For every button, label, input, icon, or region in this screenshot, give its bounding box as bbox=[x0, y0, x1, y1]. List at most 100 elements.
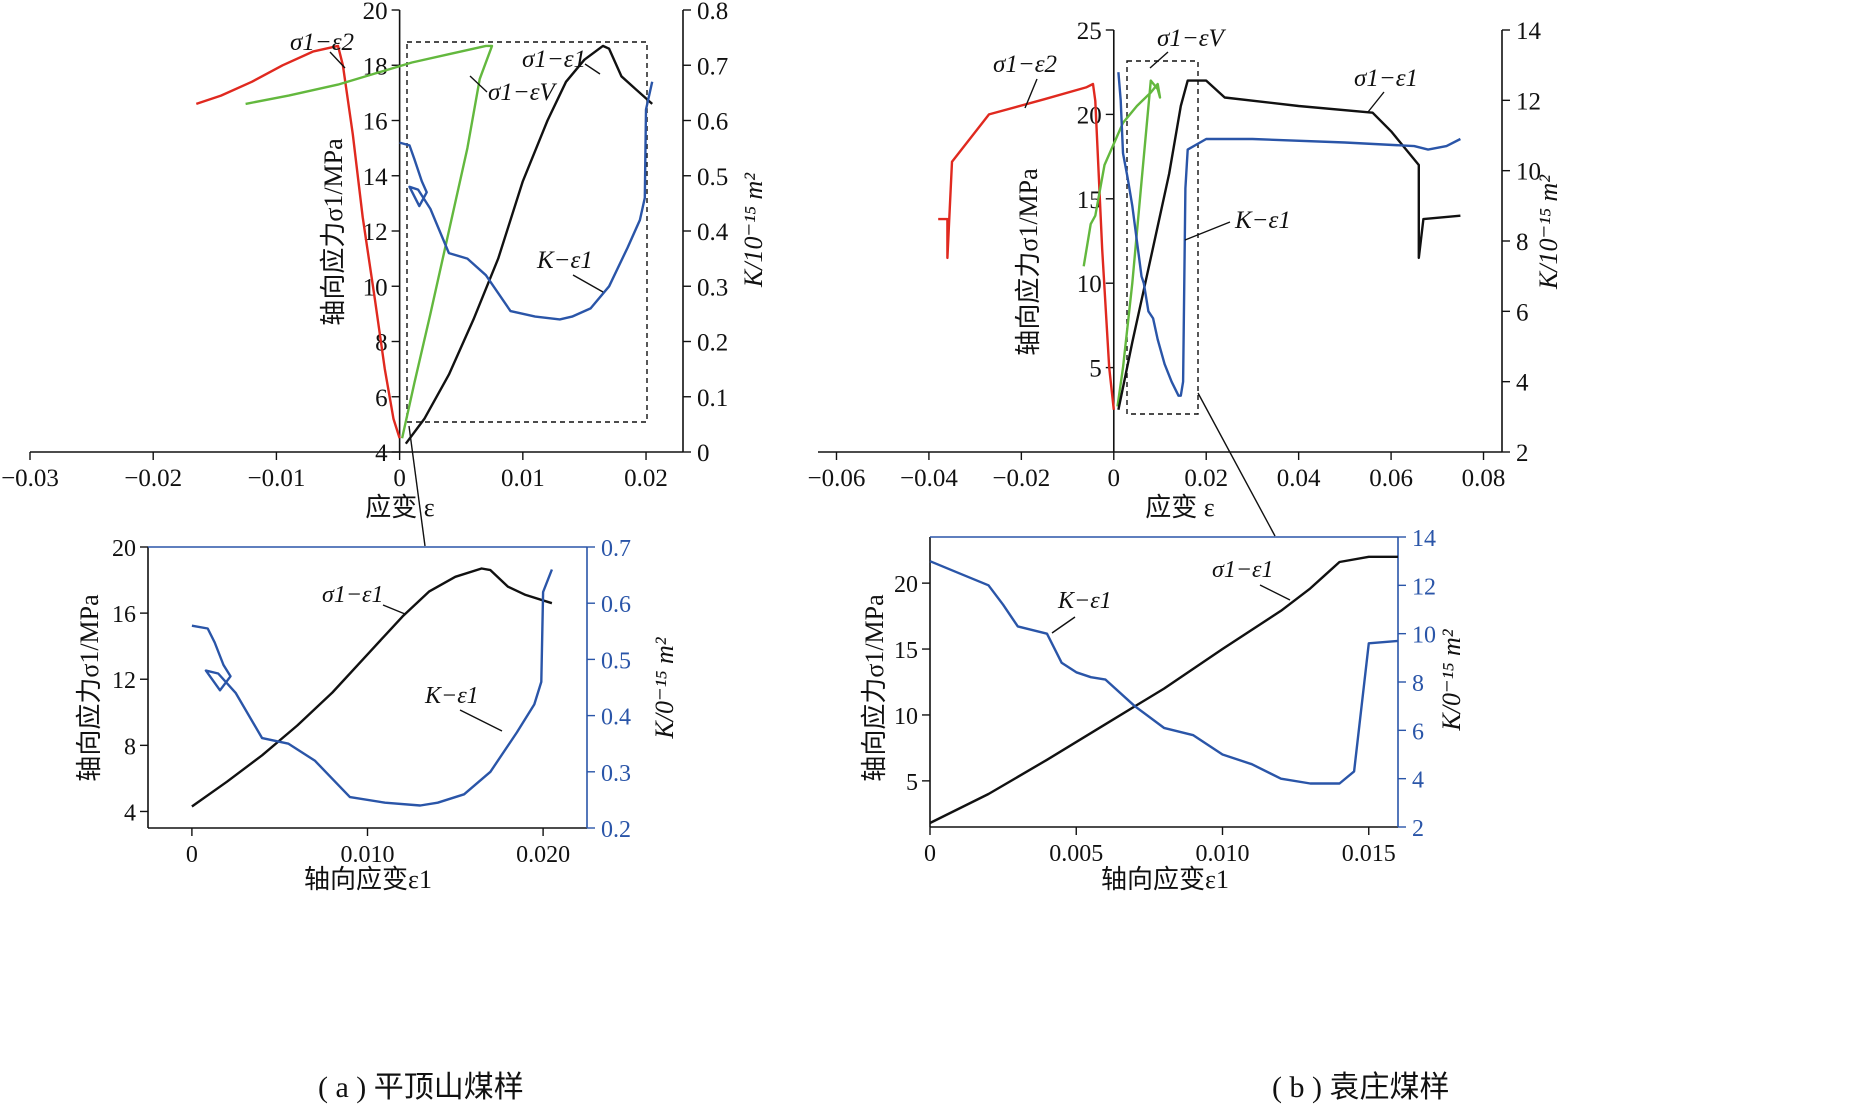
annotation-leader bbox=[572, 274, 604, 293]
series-k-e1 bbox=[191, 569, 554, 807]
annotation-s1-e2: σ1−ε2 bbox=[290, 29, 354, 56]
y2-tick-label: 0.8 bbox=[697, 0, 728, 25]
x-tick-label: −0.01 bbox=[247, 465, 305, 492]
y2-tick-label: 12 bbox=[1516, 88, 1541, 115]
caption-a: ( a ) 平顶山煤样 bbox=[318, 1071, 524, 1104]
x-tick-label: 0.01 bbox=[501, 465, 545, 492]
y-axis-title: 轴向应力σ1/MPa bbox=[75, 594, 104, 782]
y2-axis-title: K/0⁻¹⁵ m² bbox=[1437, 628, 1466, 731]
annotation-leader bbox=[584, 63, 601, 75]
y2-tick-label: 10 bbox=[1516, 159, 1541, 186]
x-tick-label: 0.06 bbox=[1369, 465, 1413, 492]
series-s1-e1 bbox=[404, 44, 653, 445]
x-tick-label: 0.015 bbox=[1342, 841, 1396, 867]
x-tick-label: −0.04 bbox=[900, 465, 958, 492]
y2-tick-label: 6 bbox=[1516, 299, 1529, 326]
annotation-leader bbox=[1367, 91, 1385, 113]
x-tick-label: 0 bbox=[1108, 465, 1121, 492]
annotation-s1-ev: σ1−εV bbox=[488, 79, 558, 106]
x-axis-title: 轴向应变ε1 bbox=[304, 865, 432, 894]
x-tick-label: 0.020 bbox=[516, 842, 570, 868]
zoom-connector-a bbox=[408, 425, 426, 547]
series-s1-e1 bbox=[1117, 79, 1461, 411]
x-tick-label: 0.010 bbox=[341, 842, 395, 868]
y-tick-label: 15 bbox=[894, 638, 918, 664]
y-axis-title: 轴向应力σ1/MPa bbox=[860, 594, 889, 782]
annotation-s1-e1: σ1−ε1 bbox=[1354, 65, 1418, 92]
y2-tick-label: 8 bbox=[1516, 229, 1529, 256]
y2-tick-label: 8 bbox=[1412, 671, 1424, 697]
y-tick-label: 6 bbox=[375, 385, 388, 412]
x-tick-label: 0 bbox=[186, 842, 198, 868]
caption-b: ( b ) 袁庄煤样 bbox=[1272, 1071, 1450, 1104]
annotation-s1-e2: σ1−ε2 bbox=[993, 51, 1057, 78]
zoom-region-box bbox=[406, 41, 648, 423]
y-axis-title: 轴向应力σ1/MPa bbox=[1014, 168, 1043, 356]
y2-tick-label: 0.2 bbox=[601, 817, 631, 843]
y2-tick-label: 2 bbox=[1412, 816, 1424, 842]
x-tick-label: −0.02 bbox=[992, 465, 1050, 492]
y-tick-label: 20 bbox=[363, 0, 388, 25]
chart-a-main: −0.03 −0.02 −0.01 0 0.01 0.024681012141618200… bbox=[1, 0, 768, 522]
annotation-leader bbox=[329, 51, 346, 69]
y2-tick-label: 0.4 bbox=[697, 219, 729, 246]
y2-tick-label: 0.1 bbox=[697, 385, 728, 412]
series-s1-ev bbox=[1082, 79, 1162, 407]
x-tick-label: −0.02 bbox=[124, 465, 182, 492]
annotation-leader bbox=[1149, 51, 1169, 69]
y2-tick-label: 0.3 bbox=[697, 274, 728, 301]
y2-tick-label: 6 bbox=[1412, 719, 1424, 745]
y2-tick-label: 4 bbox=[1516, 370, 1529, 397]
annotation-leader bbox=[1051, 616, 1076, 634]
y2-axis-title: K/10⁻¹⁵ m² bbox=[739, 172, 768, 288]
series-s1-e1 bbox=[929, 555, 1398, 825]
y-tick-label: 10 bbox=[894, 704, 918, 730]
series-s1-ev bbox=[245, 44, 494, 439]
y-tick-label: 10 bbox=[1077, 271, 1102, 298]
zoom-region-box bbox=[1126, 60, 1199, 415]
x-tick-label: 0 bbox=[924, 841, 936, 867]
y2-tick-label: 14 bbox=[1516, 18, 1542, 45]
y2-tick-label: 12 bbox=[1412, 574, 1436, 600]
y-tick-label: 25 bbox=[1077, 18, 1102, 45]
x-axis-title: 应变 ε bbox=[1145, 493, 1215, 522]
x-tick-label: 0.010 bbox=[1196, 841, 1250, 867]
y-tick-label: 16 bbox=[112, 602, 136, 628]
annotation-leader bbox=[469, 75, 488, 93]
y2-tick-label: 0.7 bbox=[601, 536, 631, 562]
x-axis-title: 应变 ε bbox=[365, 493, 435, 522]
y2-tick-label: 0.6 bbox=[601, 592, 631, 618]
y2-tick-label: 0.7 bbox=[697, 53, 728, 80]
series-s1-e2 bbox=[938, 82, 1115, 410]
y-axis-title: 轴向应力σ1/MPa bbox=[319, 138, 348, 326]
y-tick-label: 20 bbox=[894, 572, 918, 598]
x-tick-label: 0.08 bbox=[1462, 465, 1506, 492]
chart-b-main: −0.06 −0.04 −0.02 0 0.02 0.04 0.06 0.0851015202… bbox=[808, 18, 1563, 522]
y-tick-label: 20 bbox=[112, 536, 136, 562]
annotation-s1-e1: σ1−ε1 bbox=[1212, 557, 1274, 583]
y2-tick-label: 0.4 bbox=[601, 705, 631, 731]
annotation-leader bbox=[459, 709, 503, 732]
y-tick-label: 4 bbox=[375, 440, 388, 467]
annotation-leader bbox=[1259, 584, 1291, 601]
y-tick-label: 12 bbox=[112, 668, 136, 694]
chart-a-inset: 0 0.010 0.020 4 8 12 16 20 0.2 0.3 0.4 0.5 0.6 0.7 σ1−… bbox=[75, 536, 679, 894]
y2-tick-label: 0.5 bbox=[697, 164, 728, 191]
series-k-e1 bbox=[399, 81, 654, 321]
y2-tick-label: 2 bbox=[1516, 440, 1529, 467]
y2-tick-label: 14 bbox=[1412, 526, 1436, 552]
annotation-k-e1: K−ε1 bbox=[536, 247, 593, 274]
annotation-k-e1: K−ε1 bbox=[1234, 207, 1291, 234]
series-k-e1 bbox=[1117, 72, 1461, 397]
y2-tick-label: 4 bbox=[1412, 768, 1424, 794]
y-tick-label: 20 bbox=[1077, 102, 1102, 129]
x-tick-label: −0.06 bbox=[808, 465, 866, 492]
y2-tick-label: 0.2 bbox=[697, 330, 728, 357]
x-tick-label: 0.02 bbox=[624, 465, 668, 492]
y-tick-label: 16 bbox=[363, 109, 388, 136]
series-s1-e1 bbox=[191, 567, 553, 808]
x-tick-label: 0 bbox=[393, 465, 406, 492]
annotation-s1-e1: σ1−ε1 bbox=[322, 582, 384, 608]
zoom-connector-b bbox=[1197, 392, 1276, 537]
